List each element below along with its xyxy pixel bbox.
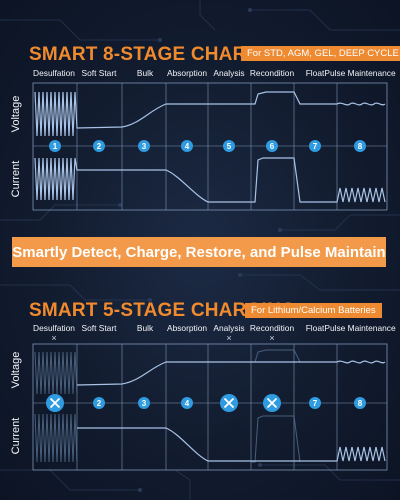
bottom-stage-label-desulfation: Desulfation	[33, 323, 75, 333]
top-stage-number-7: 7	[313, 142, 318, 151]
bottom-stage-number-4: 4	[185, 399, 190, 408]
bottom-stage-label-soft-start: Soft Start	[81, 323, 117, 333]
top-stage-label-pulse-maintenance: Pulse Maintenance	[324, 68, 396, 78]
bottom-battery-type-tag: For Lithium/Calcium Batteries	[245, 303, 382, 318]
top-stage-label-absorption: Absorption	[166, 68, 208, 78]
bottom-stage-label-float: Float	[305, 323, 325, 333]
bottom-stage-number-2: 2	[97, 399, 102, 408]
bottom-stage-number-3: 3	[142, 399, 147, 408]
top-stage-badge-2	[93, 140, 105, 152]
top-stage-badges	[49, 140, 366, 152]
bottom-stage-badges	[93, 397, 366, 409]
top-stage-number-5: 5	[227, 142, 232, 151]
bottom-stage-dividers	[76, 344, 338, 470]
bottom-voltage-curve	[76, 360, 386, 386]
top-stage-number-3: 3	[142, 142, 147, 151]
top-diagram-frame	[32, 82, 388, 211]
top-stage-label-soft-start: Soft Start	[81, 68, 117, 78]
bottom-section-title: SMART 5-STAGE CHARGING	[29, 300, 296, 321]
bottom-stage-number-8: 8	[358, 399, 363, 408]
bottom-disabled-badge-5	[220, 394, 238, 412]
bottom-stage-badge-7	[309, 397, 321, 409]
bottom-stage-label-recondition: Recondition	[249, 323, 295, 333]
top-current-curve	[34, 157, 386, 203]
top-voltage-curve	[34, 91, 386, 137]
top-stage-label-analysis: Analysis	[213, 68, 245, 78]
top-stage-badge-8	[354, 140, 366, 152]
top-stage-badge-6	[266, 140, 278, 152]
top-stage-label-bulk: Bulk	[136, 68, 154, 78]
top-stage-badge-3	[138, 140, 150, 152]
top-stage-number-2: 2	[97, 142, 102, 151]
top-stage-badge-1	[49, 140, 61, 152]
bottom-stage-label-bulk: Bulk	[136, 323, 154, 333]
top-stage-number-8: 8	[358, 142, 363, 151]
bottom-disabled-badge-1	[46, 394, 64, 412]
bottom-disabled-badge-6	[263, 394, 281, 412]
bottom-disabled-mark-desulfation: ×	[51, 333, 57, 343]
top-stage-badge-7	[309, 140, 321, 152]
top-stage-number-1: 1	[53, 142, 58, 151]
top-stage-label-recondition: Recondition	[249, 68, 295, 78]
top-section-title: SMART 8-STAGE CHARGING	[29, 44, 296, 65]
top-stage-label-float: Float	[305, 68, 325, 78]
bottom-stage-badge-4	[181, 397, 193, 409]
top-stage-number-6: 6	[270, 142, 275, 151]
top-stage-badge-4	[181, 140, 193, 152]
bottom-stage-label-pulse-maintenance: Pulse Maintenance	[324, 323, 396, 333]
top-stage-label-desulfation: Desulfation	[33, 68, 75, 78]
bottom-disabled-waveforms	[34, 349, 301, 463]
bottom-stage-badge-2	[93, 397, 105, 409]
bottom-stage-badge-3	[138, 397, 150, 409]
bottom-diagram-frame	[32, 343, 388, 471]
bottom-disabled-mark-analysis: ×	[226, 333, 232, 343]
bottom-stage-label-analysis: Analysis	[213, 323, 245, 333]
bottom-stage-label-absorption: Absorption	[166, 323, 208, 333]
bottom-stage-badge-8	[354, 397, 366, 409]
bottom-disabled-mark-recondition: ×	[269, 333, 275, 343]
top-stage-badge-5	[223, 140, 235, 152]
bottom-stage-number-7: 7	[313, 399, 318, 408]
top-stage-number-4: 4	[185, 142, 190, 151]
bottom-current-curve	[77, 427, 386, 462]
top-battery-type-tag: For STD, AGM, GEL, DEEP CYCLE	[241, 46, 400, 61]
feature-banner: Smartly Detect, Charge, Restore, and Pul…	[12, 237, 386, 267]
